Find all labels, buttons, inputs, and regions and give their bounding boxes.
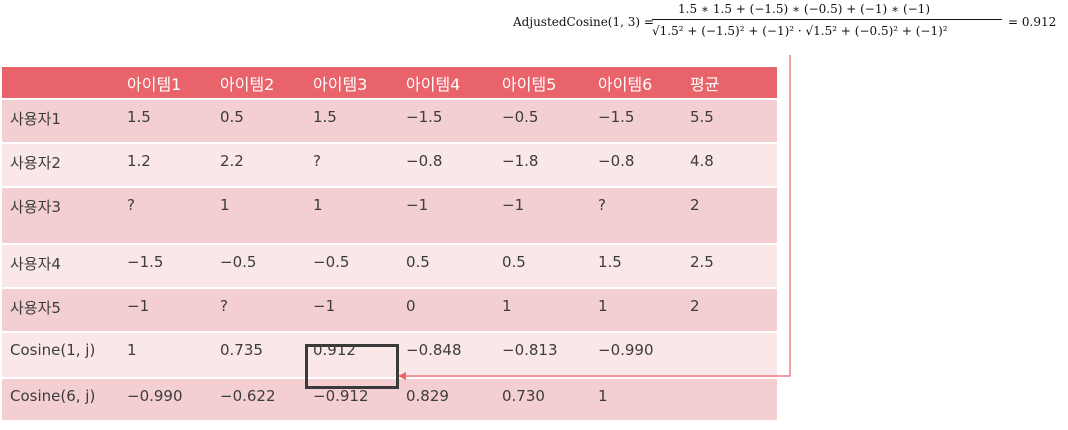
table-cell: −0.5 (494, 100, 590, 142)
table-cell (682, 379, 777, 420)
table-cell: 1.5 (119, 100, 212, 142)
column-header: 아이템5 (494, 67, 590, 98)
table-cell: −0.8 (398, 144, 494, 186)
table-cell: 1 (494, 289, 590, 331)
row-header: 사용자5 (2, 289, 119, 331)
table-cell: 0.5 (398, 245, 494, 287)
table-cell: 1.5 (590, 245, 682, 287)
table-cell: −1.5 (398, 100, 494, 142)
table-cell: −1 (494, 188, 590, 243)
table-cell: 1.2 (119, 144, 212, 186)
formula-lhs: AdjustedCosine(1, 3) = (513, 15, 654, 29)
row-header: Cosine(6, j) (2, 379, 119, 420)
row-header: 사용자1 (2, 100, 119, 142)
table-cell: 0.912 (305, 333, 398, 377)
table-cell: ? (590, 188, 682, 243)
table-cell: ? (212, 289, 305, 331)
table-cell: 0.735 (212, 333, 305, 377)
column-header: 아이템3 (305, 67, 398, 98)
table-cell: −1.5 (119, 245, 212, 287)
highlight-box (305, 344, 399, 389)
column-header: 아이템6 (590, 67, 682, 98)
table-cell: −1 (305, 289, 398, 331)
table-cell: 1 (119, 333, 212, 377)
formula-result: = 0.912 (1008, 15, 1057, 29)
rating-table: 아이템1 아이템2 아이템3 아이템4 아이템5 아이템6 평균 사용자1 1.5 0.5 1.5−… (2, 67, 777, 429)
row-header: 사용자2 (2, 144, 119, 186)
table-cell: 4.8 (682, 144, 777, 186)
table-cell: 1 (305, 188, 398, 243)
table-cell: −1 (119, 289, 212, 331)
table-cell: −0.990 (590, 333, 682, 377)
row-header: 사용자3 (2, 188, 119, 243)
table-cell: −0.848 (398, 333, 494, 377)
table-cell: −0.990 (119, 379, 212, 420)
table-cell: 0 (398, 289, 494, 331)
table-cell: 2.2 (212, 144, 305, 186)
row-header: Cosine(1, j) (2, 333, 119, 377)
table-cell: −0.5 (212, 245, 305, 287)
table-cell: −0.622 (212, 379, 305, 420)
formula-numerator: 1.5 ∗ 1.5 + (−1.5) ∗ (−0.5) + (−1) ∗ (−1… (678, 2, 930, 16)
table-cell: ? (305, 144, 398, 186)
table-cell: ? (119, 188, 212, 243)
table-cell: 0.829 (398, 379, 494, 420)
table-cell: 2.5 (682, 245, 777, 287)
table-cell: −0.813 (494, 333, 590, 377)
table-cell: 5.5 (682, 100, 777, 142)
table-cell: 1 (212, 188, 305, 243)
adjusted-cosine-formula: AdjustedCosine(1, 3) = 1.5 ∗ 1.5 + (−1.5… (480, 0, 1060, 50)
table-cell: −1 (398, 188, 494, 243)
column-header: 아이템2 (212, 67, 305, 98)
table-cell: −0.5 (305, 245, 398, 287)
table-cell: 0.5 (494, 245, 590, 287)
column-header: 평균 (682, 67, 777, 98)
table-cell: −0.8 (590, 144, 682, 186)
fraction-bar (652, 19, 1002, 20)
table-cell: 1.5 (305, 100, 398, 142)
formula-denominator: √1.5² + (−1.5)² + (−1)² · √1.5² + (−0.5)… (652, 24, 948, 38)
table-cell: 1 (590, 289, 682, 331)
table-cell (682, 333, 777, 377)
column-header: 아이템4 (398, 67, 494, 98)
row-header: 사용자4 (2, 245, 119, 287)
table-cell: −0.912 (305, 379, 398, 420)
table-cell: 1 (590, 379, 682, 420)
table-cell: −1.5 (590, 100, 682, 142)
header-corner-cell (2, 67, 119, 98)
table-cell: 0.730 (494, 379, 590, 420)
table-cell: 2 (682, 289, 777, 331)
column-header: 아이템1 (119, 67, 212, 98)
table-cell: −1.8 (494, 144, 590, 186)
table-cell: 2 (682, 188, 777, 243)
table-cell: 0.5 (212, 100, 305, 142)
